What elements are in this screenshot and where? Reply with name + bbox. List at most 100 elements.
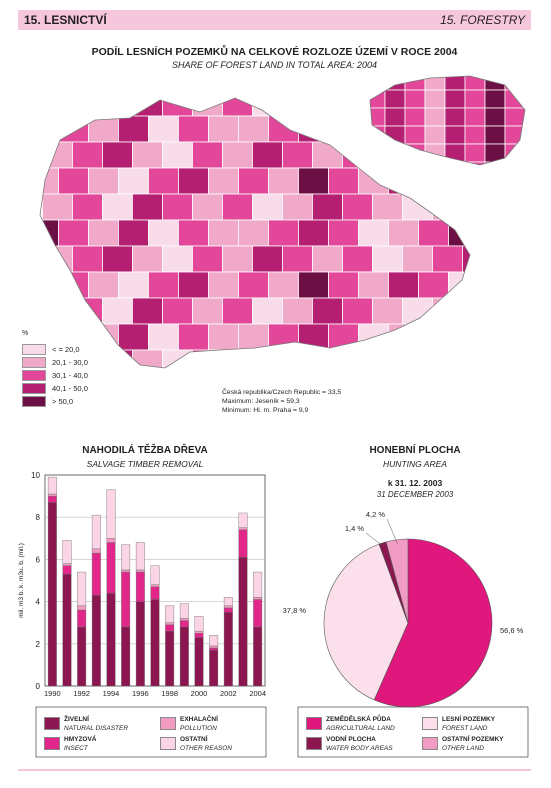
map-region — [328, 115, 359, 143]
bar-segment — [106, 592, 116, 687]
map-region — [238, 115, 269, 143]
bar-segment — [91, 595, 101, 687]
map-region — [312, 245, 343, 273]
x-tick-label: 2004 — [249, 689, 266, 698]
inset-region — [464, 125, 486, 145]
y-tick-label: 4 — [36, 598, 41, 607]
map-region — [268, 323, 299, 351]
map-region — [118, 167, 149, 195]
map-region — [162, 349, 193, 368]
y-tick-label: 0 — [36, 682, 41, 691]
country-outline — [39, 97, 471, 369]
map-region — [162, 141, 193, 169]
inset-region — [444, 125, 466, 145]
map-region — [282, 349, 313, 368]
map-region — [238, 323, 269, 351]
bar-segment — [194, 630, 204, 634]
map-region — [178, 323, 209, 351]
map-region — [312, 349, 343, 368]
map-region — [298, 323, 329, 351]
bar-segment — [150, 586, 160, 600]
bar-segment — [253, 626, 263, 687]
legend-swatch — [160, 737, 176, 750]
map-legend-label: 20,1 - 30,0 — [52, 358, 88, 367]
pie-subtitle: HUNTING AREA — [383, 459, 447, 469]
map-region — [388, 376, 418, 402]
bar-segment — [209, 647, 219, 651]
map-region — [58, 167, 89, 195]
legend-swatch — [44, 717, 60, 730]
map-region — [118, 115, 149, 143]
legend-swatch — [306, 737, 322, 750]
bar-segment — [47, 502, 57, 687]
x-tick-label: 2002 — [220, 689, 237, 698]
bar-segment — [77, 626, 87, 687]
map-region — [102, 245, 133, 273]
bar-legend-frame — [35, 706, 267, 758]
legend-swatch — [22, 344, 46, 355]
pie-legend: ZEMĚDĚLSKÁ PŮDA AGRICULTURAL LAND LESNÍ … — [298, 708, 528, 758]
pie-legend-label: OSTATNÍ POZEMKY — [442, 736, 504, 743]
inset-region — [384, 161, 406, 165]
inset-region — [370, 143, 386, 163]
inset-region — [444, 89, 466, 109]
map-region — [312, 193, 343, 221]
inset-region — [504, 143, 525, 163]
map-region — [462, 349, 470, 368]
bar-segment — [238, 512, 248, 528]
map-legend: % < = 20,0 20,1 - 30,0 30,1 - 40,0 40,1 … — [22, 330, 88, 408]
inset-region — [524, 107, 525, 127]
map-region — [328, 271, 359, 299]
map-region — [388, 167, 419, 195]
bar-segment — [91, 548, 101, 554]
bar-legend-label: EXHALAČNÍ — [180, 716, 218, 723]
map-legend-item: 20,1 - 30,0 — [22, 356, 88, 369]
map-region — [192, 193, 223, 221]
map-region — [298, 167, 329, 195]
map-region — [252, 193, 283, 221]
legend-swatch — [44, 737, 60, 750]
bar-segment — [165, 622, 175, 626]
inset-region — [404, 125, 426, 145]
pie-legend-label-en: FOREST LAND — [442, 725, 488, 732]
map-region — [148, 167, 179, 195]
map-region — [192, 349, 223, 368]
map-region — [342, 349, 373, 368]
bar-segment — [91, 514, 101, 550]
map-region — [358, 376, 388, 402]
inset-region — [524, 143, 525, 163]
map-region — [238, 219, 269, 247]
map-region — [58, 271, 89, 299]
map-region — [222, 245, 253, 273]
map-region — [388, 271, 419, 299]
pie-leader — [386, 518, 398, 544]
map-region — [252, 141, 283, 169]
bar-legend-label: OSTATNÍ — [180, 736, 208, 743]
x-tick-label: 1994 — [103, 689, 120, 698]
map-region — [342, 98, 373, 117]
map-region — [42, 297, 73, 325]
pie-legend-frame — [297, 706, 529, 758]
map-region — [102, 193, 133, 221]
bar-segment — [253, 597, 263, 600]
map-region — [178, 115, 209, 143]
header-left: 15. LESNICTVÍ — [24, 13, 107, 27]
map-region — [178, 271, 209, 299]
map-region — [42, 193, 73, 221]
inset-region — [370, 107, 386, 127]
map-region — [448, 323, 470, 351]
bar-segment — [77, 609, 87, 628]
inset-region — [504, 89, 525, 109]
inset-region — [524, 125, 525, 145]
bar-segment — [150, 599, 160, 687]
map-region — [208, 167, 239, 195]
stat-min: Minimum: Hl. m. Praha = 9,9 — [222, 407, 309, 414]
map-region — [388, 323, 419, 351]
bar-segment — [121, 569, 131, 573]
map-region — [88, 219, 119, 247]
map-region — [208, 115, 239, 143]
map-region — [40, 271, 59, 299]
pie-label: 37,8 % — [283, 606, 307, 615]
map-region — [328, 219, 359, 247]
map-region — [192, 297, 223, 325]
